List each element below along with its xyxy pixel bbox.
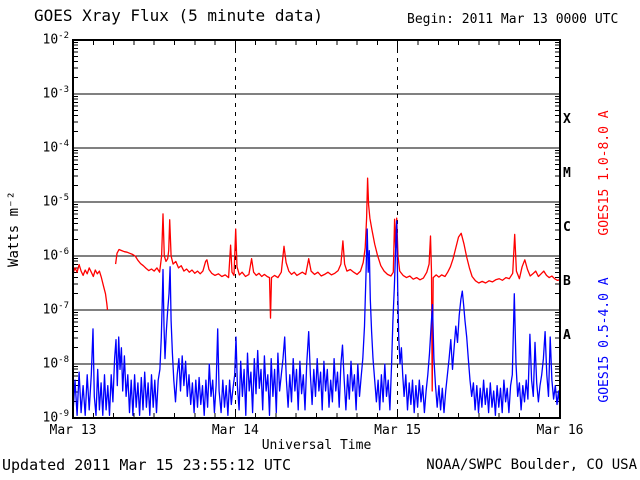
x-tick-label: Mar 15 <box>374 423 422 438</box>
flare-class-label-c: C <box>563 220 571 235</box>
short-wavelength-trace <box>72 220 561 416</box>
x-tick-label: Mar 16 <box>536 423 584 438</box>
source-attribution: NOAA/SWPC Boulder, CO USA <box>426 457 637 473</box>
begin-timestamp: Begin: 2011 Mar 13 0000 UTC <box>407 12 619 27</box>
flare-class-label-a: A <box>563 328 571 343</box>
y-tick-label: 10-9 <box>42 409 70 426</box>
y-tick-label: 10-6 <box>42 247 70 264</box>
long-wavelength-trace <box>72 177 561 392</box>
y-tick-label: 10-8 <box>42 355 70 372</box>
x-tick-label: Mar 13 <box>49 423 97 438</box>
flare-class-label-b: B <box>563 274 571 289</box>
x-tick-label: Mar 14 <box>211 423 259 438</box>
plot-frame <box>72 39 561 419</box>
y-tick-label: 10-4 <box>42 139 70 156</box>
updated-timestamp: Updated 2011 Mar 15 23:55:12 UTC <box>2 456 291 474</box>
y-tick-label: 10-5 <box>42 193 70 210</box>
y-tick-label: 10-7 <box>42 301 70 318</box>
chart-title: GOES Xray Flux (5 minute data) <box>34 6 323 25</box>
y-axis-label: Watts m⁻² <box>6 191 22 267</box>
y-tick-label: 10-2 <box>42 31 70 48</box>
flare-class-label-m: M <box>563 166 571 181</box>
flare-class-label-x: X <box>563 112 571 127</box>
y-tick-label: 10-3 <box>42 85 70 102</box>
x-axis-label: Universal Time <box>261 438 372 453</box>
